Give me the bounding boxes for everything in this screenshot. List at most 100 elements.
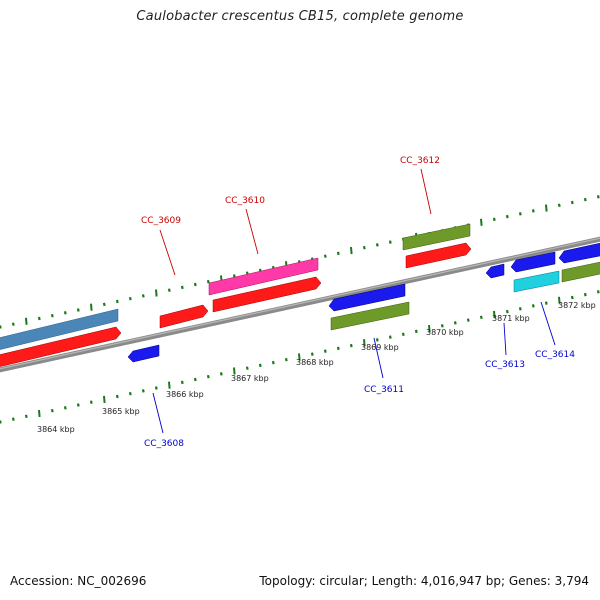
bp-label: 3864 kbp — [37, 425, 75, 434]
minor-tick — [245, 366, 249, 370]
minor-tick — [492, 217, 496, 222]
feature-steelblue[interactable] — [0, 308, 119, 352]
gene-label-cc3611[interactable]: CC_3611 — [364, 385, 404, 395]
minor-tick — [596, 195, 600, 199]
gene-label-cc3613[interactable]: CC_3613 — [485, 360, 525, 370]
minor-tick — [505, 309, 509, 314]
major-tick — [428, 325, 431, 333]
major-tick — [558, 296, 561, 304]
bp-label: 3868 kbp — [296, 358, 334, 367]
minor-tick — [50, 313, 54, 318]
minor-tick — [193, 377, 197, 382]
minor-tick — [544, 301, 548, 305]
minor-tick — [180, 285, 184, 290]
minor-tick — [414, 329, 418, 334]
major-tick — [233, 367, 236, 375]
minor-tick — [531, 209, 535, 213]
bp-label: 3866 kbp — [166, 390, 204, 399]
major-tick — [90, 303, 93, 311]
minor-tick — [128, 391, 132, 396]
feature-cyan-cc3614[interactable] — [513, 270, 560, 293]
feature-blue-cc3611[interactable] — [328, 283, 406, 312]
genome-backbone-highlight — [0, 237, 600, 370]
feature-olive-cc3612[interactable] — [402, 223, 471, 251]
connector-cc3608 — [152, 392, 164, 434]
minor-tick — [76, 308, 80, 312]
feature-red-cc3610[interactable] — [212, 276, 322, 313]
feature-blue-cc3608[interactable] — [127, 344, 160, 363]
minor-tick — [141, 389, 145, 393]
feature-red-cc3609[interactable] — [159, 304, 209, 329]
connector-cc3611 — [373, 337, 384, 379]
minor-tick — [63, 311, 67, 315]
map-title: Caulobacter crescentus CB15, complete ge… — [136, 9, 464, 24]
feature-olive-cc3611[interactable] — [330, 301, 410, 331]
minor-tick — [102, 302, 106, 307]
major-tick — [545, 204, 548, 212]
minor-tick — [310, 352, 314, 356]
connector-cc3614 — [540, 301, 556, 346]
minor-tick — [141, 294, 145, 298]
feature-red-left[interactable] — [0, 326, 122, 369]
minor-tick — [115, 299, 119, 304]
minor-tick — [284, 357, 288, 362]
minor-tick — [11, 417, 15, 421]
minor-tick — [375, 243, 379, 247]
minor-tick — [206, 279, 210, 284]
forward-strand-features — [0, 223, 472, 369]
major-tick — [493, 310, 496, 318]
minor-tick — [479, 315, 483, 320]
feature-blue-a[interactable] — [510, 251, 556, 273]
minor-tick — [570, 200, 574, 205]
bp-label: 3870 kbp — [426, 328, 464, 337]
minor-tick — [466, 318, 470, 322]
minor-tick — [583, 197, 587, 202]
minor-tick — [531, 304, 535, 308]
minor-tick — [440, 324, 444, 328]
minor-tick — [505, 214, 509, 219]
connector-cc3610 — [245, 208, 259, 255]
bp-label: 3871 kbp — [492, 314, 530, 323]
minor-tick — [323, 349, 327, 353]
gene-label-cc3610[interactable]: CC_3610 — [225, 196, 265, 206]
minor-tick — [336, 251, 340, 256]
feature-pink-cc3610[interactable] — [208, 257, 319, 296]
connector-cc3612 — [420, 168, 432, 215]
feature-blue-cc3613[interactable] — [485, 263, 505, 279]
gene-label-cc3609[interactable]: CC_3609 — [141, 216, 181, 226]
gene-label-cc3612[interactable]: CC_3612 — [400, 156, 440, 166]
lower-tick-track — [0, 290, 600, 424]
feature-blue-b[interactable] — [558, 241, 600, 264]
major-tick — [155, 289, 158, 297]
minor-tick — [583, 292, 587, 297]
upper-tick-track — [0, 195, 600, 329]
minor-tick — [271, 360, 275, 365]
minor-tick — [206, 374, 210, 379]
minor-tick — [11, 322, 15, 326]
gene-label-cc3608[interactable]: CC_3608 — [144, 439, 184, 449]
major-tick — [38, 409, 41, 418]
major-tick — [480, 218, 483, 226]
minor-tick — [557, 203, 561, 208]
minor-tick — [453, 321, 457, 325]
minor-tick — [24, 414, 28, 419]
minor-tick — [128, 296, 132, 301]
gene-label-cc3614[interactable]: CC_3614 — [535, 350, 575, 360]
genome-backbone — [0, 236, 600, 373]
minor-tick — [388, 240, 392, 244]
minor-tick — [596, 290, 600, 294]
feature-olive-right[interactable] — [561, 260, 600, 283]
minor-tick — [570, 295, 574, 300]
minor-tick — [37, 316, 41, 321]
gene-labels: CC_3609 CC_3610 CC_3612 CC_3608 CC_3611 … — [141, 156, 575, 449]
bp-label: 3869 kbp — [361, 343, 399, 352]
minor-tick — [89, 400, 93, 404]
bp-labels: 3864 kbp 3865 kbp 3866 kbp 3867 kbp 3868… — [37, 301, 596, 434]
minor-tick — [0, 420, 2, 424]
feature-red-cc3612[interactable] — [405, 242, 472, 269]
minor-tick — [63, 406, 67, 410]
major-tick — [168, 381, 171, 389]
minor-tick — [401, 332, 405, 337]
major-tick — [103, 395, 106, 403]
